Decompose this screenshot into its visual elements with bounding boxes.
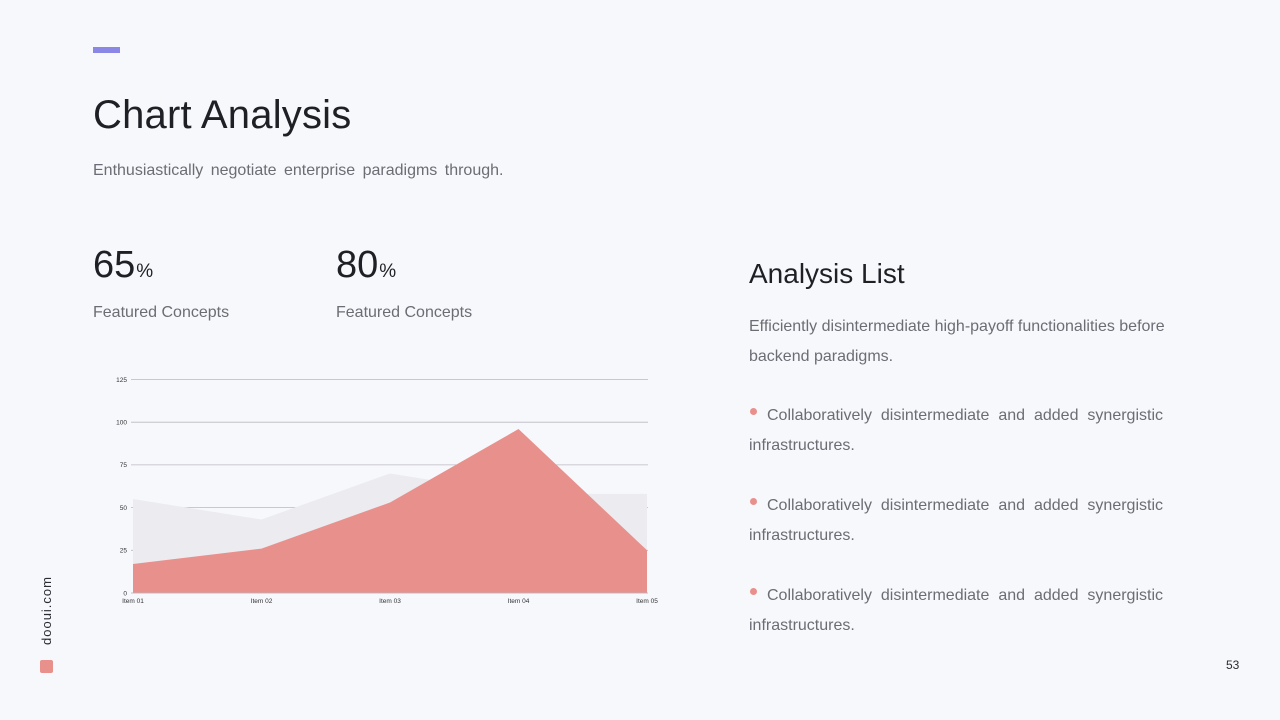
stat-unit: % (136, 261, 154, 282)
page-number: 53 (1226, 658, 1240, 672)
y-tick-label: 125 (116, 377, 127, 384)
page-title: Chart Analysis (93, 93, 352, 137)
x-tick-label: Item 04 (508, 598, 530, 605)
list-item-text: Collaboratively disintermediate and adde… (749, 497, 1163, 544)
y-tick-label: 25 (120, 548, 128, 555)
list-item: Collaboratively disintermediate and adde… (749, 401, 1163, 461)
stat-block-1: 65% Featured Concepts (93, 244, 229, 321)
stat-value: 65 (93, 244, 136, 286)
list-item: Collaboratively disintermediate and adde… (749, 581, 1163, 641)
accent-bar (93, 47, 120, 53)
list-item-text: Collaboratively disintermediate and adde… (749, 407, 1163, 454)
y-tick-label: 100 (116, 420, 127, 427)
brand-label: dooui.com (39, 576, 54, 645)
analysis-list-title: Analysis List (749, 258, 905, 289)
brand-square-icon (40, 660, 53, 673)
bullet-dot-icon (750, 408, 757, 415)
series-area-2 (133, 429, 647, 593)
x-tick-label: Item 01 (122, 598, 144, 605)
bullet-dot-icon (750, 498, 757, 505)
page-subtitle: Enthusiastically negotiate enterprise pa… (93, 162, 504, 179)
bullet-dot-icon (750, 588, 757, 595)
area-chart: 0 25 50 75 100 125 Item 01 Item 02 Item 03 Item 0… (116, 377, 658, 605)
y-tick-label: 0 (123, 590, 127, 597)
x-tick-label: Item 02 (251, 598, 273, 605)
y-tick-label: 75 (120, 462, 128, 469)
stat-unit: % (379, 261, 397, 282)
x-tick-label: Item 03 (379, 598, 401, 605)
y-tick-label: 50 (120, 505, 128, 512)
stat-caption: Featured Concepts (336, 304, 473, 321)
stat-value: 80 (336, 244, 379, 286)
x-tick-label: Item 05 (636, 598, 658, 605)
analysis-description: Efficiently disintermediate high-payoff … (749, 318, 1165, 365)
list-item-text: Collaboratively disintermediate and adde… (749, 587, 1163, 634)
list-item: Collaboratively disintermediate and adde… (749, 491, 1163, 551)
stat-block-2: 80% Featured Concepts (336, 244, 472, 321)
stat-caption: Featured Concepts (93, 304, 230, 321)
